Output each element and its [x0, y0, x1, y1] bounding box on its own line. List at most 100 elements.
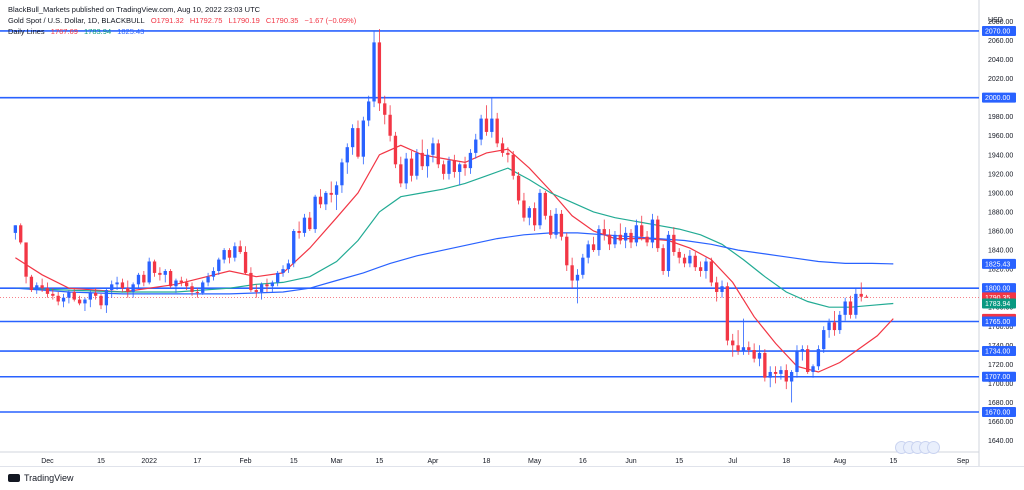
- price-chart[interactable]: USD 1640.00 1660.00 1680.00 1700.00 1720.00 17…: [0, 0, 1024, 466]
- indicator-line: Daily Lines 1767.69 1783.94 1825.43: [8, 27, 148, 36]
- tradingview-logo-icon: [8, 474, 20, 482]
- candle-body: [217, 259, 221, 272]
- candle-body: [602, 229, 606, 235]
- publisher-text: BlackBull_Markets published on TradingVi…: [8, 5, 261, 14]
- candle-body: [843, 301, 847, 315]
- candle-body: [698, 267, 703, 272]
- candle-body: [709, 261, 713, 283]
- candle-body: [259, 284, 264, 292]
- candle-body: [99, 295, 103, 306]
- candle-body: [629, 232, 633, 243]
- candle-body: [367, 101, 371, 121]
- y-tick-label: 1920.00: [988, 171, 1013, 178]
- x-tick-label: 15: [889, 458, 897, 465]
- candle-body: [666, 234, 671, 272]
- x-tick-label: Apr: [427, 458, 439, 465]
- us-flag-icon[interactable]: [927, 441, 940, 454]
- candle-body: [345, 147, 349, 163]
- candle-body: [677, 251, 681, 258]
- price-label-text: 1800.00: [985, 286, 1010, 293]
- price-label-box: [982, 316, 1016, 327]
- candle-body: [142, 274, 146, 283]
- y-tick-label: 1840.00: [988, 248, 1013, 255]
- candle-body: [404, 158, 408, 184]
- candle-body: [511, 154, 515, 176]
- candle-body: [661, 248, 665, 272]
- x-tick-label: 15: [375, 458, 383, 465]
- ohlc-change: −1.67 (−0.09%): [304, 16, 357, 25]
- candle-body: [479, 118, 483, 140]
- candle-body: [827, 322, 831, 331]
- x-tick-label: 16: [579, 458, 587, 465]
- x-tick-label: 15: [675, 458, 683, 465]
- symbol-name[interactable]: Gold Spot / U.S. Dollar, 1D, BLACKBULL: [8, 16, 145, 25]
- candle-body: [773, 371, 778, 374]
- candle-body: [431, 143, 435, 155]
- candle-body: [452, 160, 457, 172]
- candle-body: [329, 192, 333, 195]
- candle-body: [45, 288, 50, 294]
- publisher-line: BlackBull_Markets published on TradingVi…: [8, 5, 264, 14]
- candle-body: [747, 347, 751, 351]
- candle-body: [93, 292, 98, 296]
- indicator-value-mid: 1783.94: [84, 27, 112, 36]
- candle-body: [227, 250, 232, 258]
- plot-background: [0, 0, 979, 466]
- candle-body: [864, 296, 869, 298]
- candle-body: [104, 290, 109, 306]
- candle-body: [243, 251, 248, 273]
- candle-body: [624, 232, 628, 241]
- candle-body: [832, 322, 837, 331]
- y-tick-label: 2040.00: [988, 57, 1013, 64]
- candle-body: [779, 370, 783, 374]
- candle-body: [399, 164, 403, 184]
- candle-body: [13, 225, 18, 233]
- price-label-box: [982, 283, 1016, 294]
- candle-body: [634, 225, 639, 243]
- candle-body: [185, 282, 189, 287]
- candle-body: [83, 299, 87, 304]
- candle-body: [35, 285, 39, 291]
- candle-body: [158, 272, 162, 275]
- indicator-label[interactable]: Daily Lines: [8, 27, 45, 36]
- candle-body: [174, 280, 178, 287]
- candle-body: [24, 242, 28, 277]
- candle-body: [281, 269, 285, 273]
- candle-body: [565, 236, 569, 266]
- price-label-text: 1783.94: [985, 301, 1010, 308]
- candle-body: [597, 229, 601, 251]
- candle-body: [393, 135, 398, 165]
- candle-body: [607, 234, 612, 245]
- price-label-box: [982, 258, 1016, 269]
- candle-body: [549, 215, 553, 235]
- candle-body: [495, 118, 499, 144]
- candle-body: [731, 340, 735, 346]
- price-label-text: 1825.43: [985, 261, 1010, 268]
- price-label-text: 2000.00: [985, 95, 1010, 102]
- candle-body: [29, 276, 34, 291]
- candle-body: [693, 255, 697, 268]
- y-tick-label: 1960.00: [988, 133, 1013, 140]
- candle-body: [67, 291, 71, 298]
- x-tick-label: 15: [290, 458, 298, 465]
- economic-events-icons[interactable]: [895, 441, 940, 459]
- candle-body: [388, 114, 392, 136]
- y-tick-label: 1660.00: [988, 419, 1013, 426]
- candle-body: [19, 225, 23, 243]
- tradingview-logo[interactable]: TradingView: [8, 473, 74, 483]
- x-tick-label: 18: [483, 458, 491, 465]
- indicator-value-slow: 1825.43: [117, 27, 145, 36]
- candle-body: [784, 370, 788, 382]
- indicator-value-fast: 1767.69: [50, 27, 78, 36]
- candle-body: [372, 42, 376, 102]
- y-tick-label: 1880.00: [988, 209, 1013, 216]
- candle-body: [570, 265, 574, 281]
- moving-average-line: [15, 167, 894, 308]
- candle-body: [613, 234, 617, 245]
- price-label-box: [982, 25, 1016, 36]
- candle-body: [645, 236, 649, 243]
- candle-body: [741, 347, 746, 352]
- price-label-text: 2070.00: [985, 28, 1010, 35]
- candle-body: [238, 246, 242, 252]
- x-tick-label: May: [528, 458, 542, 465]
